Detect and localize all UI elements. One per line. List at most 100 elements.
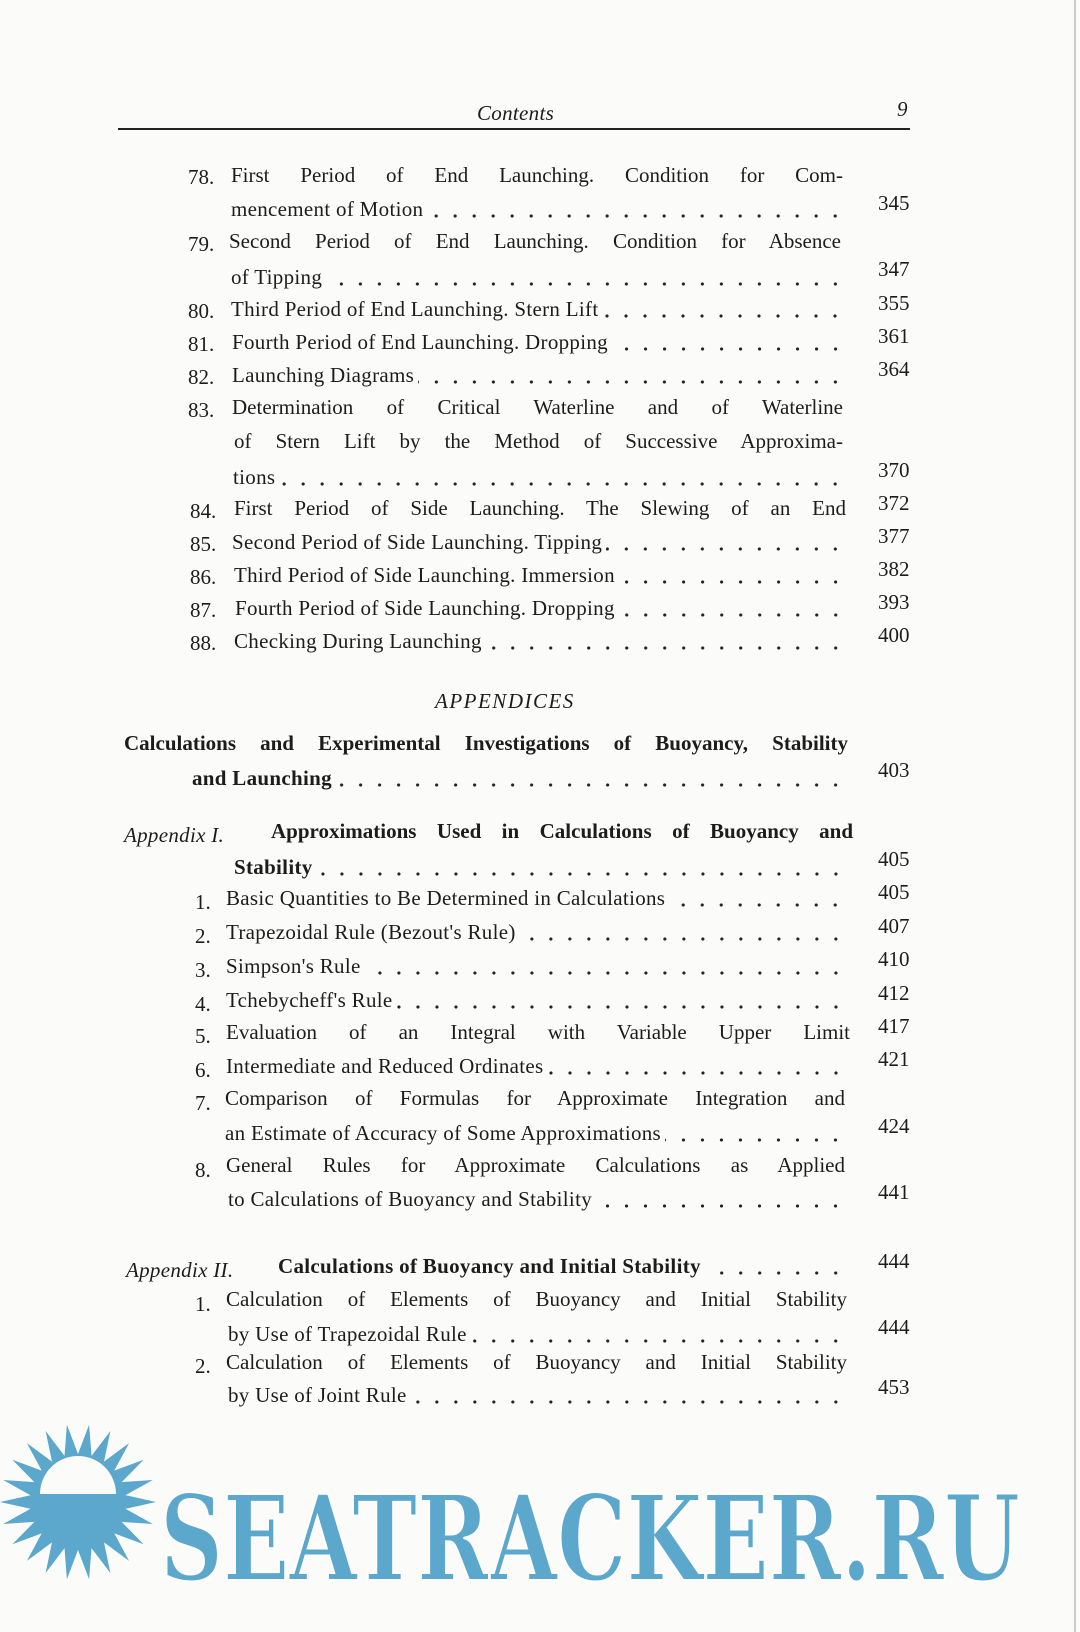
- entry-page: 361: [878, 324, 910, 348]
- entry-line: mencement of Motion: [231, 196, 849, 222]
- dot-leader: [547, 1053, 845, 1079]
- item-number: 5.: [195, 1024, 211, 1048]
- entry-text: Intermediate and Reduced Ordinates: [226, 1054, 544, 1078]
- entry-line: Third Period of End Launching. Stern Lif…: [231, 296, 849, 322]
- entry-page: 441: [878, 1180, 910, 1204]
- entry-number: 83.: [188, 398, 215, 422]
- entry-line: Fourth Period of Side Launching. Droppin…: [235, 595, 849, 621]
- entry-page: 410: [878, 947, 910, 971]
- item-number: 7.: [195, 1091, 211, 1115]
- entry-text: Tchebycheff's Rule: [226, 988, 393, 1012]
- entry-line: General Rules for Approximate Calculatio…: [226, 1153, 845, 1177]
- entry-text: mencement of Motion: [231, 197, 424, 221]
- entry-page: 453: [878, 1375, 910, 1399]
- entry-page: 424: [878, 1114, 910, 1138]
- entry-number: 86.: [190, 565, 217, 589]
- entry-text: Stability: [234, 855, 313, 879]
- dot-leader: [665, 1120, 845, 1146]
- entry-line: by Use of Trapezoidal Rule: [228, 1321, 849, 1347]
- entry-text: Second Period of Side Launching. Tipping: [232, 530, 603, 554]
- dot-leader: [485, 628, 845, 654]
- entry-page: 405: [878, 880, 910, 904]
- entry-page: 421: [878, 1047, 910, 1071]
- item-number: 1.: [195, 890, 211, 914]
- dot-leader: [418, 362, 845, 388]
- sun-icon: [0, 1424, 156, 1580]
- entry-page: 377: [878, 524, 910, 548]
- entry-text: by Use of Joint Rule: [228, 1383, 407, 1407]
- entry-page: 382: [878, 557, 910, 581]
- entry-text: Fourth Period of End Launching. Dropping: [232, 330, 608, 354]
- item-number: 4.: [195, 992, 211, 1016]
- entry-line: Evaluation of an Integral with Variable …: [226, 1020, 850, 1044]
- entry-page: 347: [878, 257, 910, 281]
- item-number: 2.: [195, 1354, 211, 1378]
- entry-line: First Period of Side Launching. The Slew…: [234, 496, 846, 520]
- watermark-text: SEATRACKER.RU: [160, 1469, 1020, 1608]
- entry-number: 80.: [188, 299, 215, 323]
- entry-page: 372: [878, 491, 910, 515]
- dot-leader: [611, 329, 845, 355]
- appendix-title-line: Stability: [234, 854, 849, 880]
- appendices-heading: APPENDICES: [435, 689, 575, 713]
- entry-page: 393: [878, 590, 910, 614]
- entry-text: Basic Quantities to Be Determined in Cal…: [226, 886, 666, 910]
- running-header-title: Contents: [477, 101, 555, 125]
- page-edge: [1074, 0, 1076, 1632]
- entry-line: of Stern Lift by the Method of Successiv…: [234, 429, 843, 453]
- entry-text: Third Period of End Launching. Stern Lif…: [231, 297, 599, 321]
- entry-page: 417: [878, 1014, 910, 1038]
- appendix-label: Appendix II.: [126, 1258, 234, 1282]
- entry-number: 85.: [190, 532, 217, 556]
- entry-line: Basic Quantities to Be Determined in Cal…: [226, 885, 849, 911]
- entry-line: First Period of End Launching. Condition…: [231, 163, 843, 187]
- entry-page: 355: [878, 291, 910, 315]
- dot-leader: [669, 885, 845, 911]
- dot-leader: [596, 1186, 845, 1212]
- header-rule: [118, 128, 910, 130]
- dot-leader: [519, 919, 845, 945]
- entry-page: 364: [878, 357, 910, 381]
- entry-number: 88.: [190, 631, 217, 655]
- entry-page: 370: [878, 458, 910, 482]
- entry-number: 87.: [190, 598, 217, 622]
- entry-text: Simpson's Rule: [226, 954, 361, 978]
- entry-line: of Tipping: [231, 264, 849, 290]
- entry-line: Tchebycheff's Rule: [226, 987, 849, 1013]
- entry-line: Determination of Critical Waterline and …: [232, 395, 843, 419]
- entry-text: by Use of Trapezoidal Rule: [228, 1322, 467, 1346]
- entry-line: Calculation of Elements of Buoyancy and …: [226, 1350, 847, 1374]
- entry-number: 79.: [188, 232, 215, 256]
- dot-leader: [335, 765, 845, 791]
- item-number: 8.: [195, 1158, 211, 1182]
- entry-line: Second Period of End Launching. Conditio…: [229, 229, 841, 253]
- entry-line: Checking During Launching: [234, 628, 849, 654]
- entry-text: to Calculations of Buoyancy and Stabilit…: [228, 1187, 592, 1211]
- entry-text: tions: [233, 465, 276, 489]
- dot-leader: [316, 854, 845, 880]
- entry-line: Launching Diagrams: [232, 362, 849, 388]
- entry-page: 444: [878, 1249, 910, 1273]
- dot-leader: [396, 987, 845, 1013]
- entry-line: tions: [233, 464, 849, 490]
- entry-line: Third Period of Side Launching. Immersio…: [234, 562, 849, 588]
- entry-text: an Estimate of Accuracy of Some Approxim…: [225, 1121, 662, 1145]
- entry-page: 400: [878, 623, 910, 647]
- item-number: 3.: [195, 958, 211, 982]
- dot-leader: [618, 562, 845, 588]
- entry-line: Simpson's Rule: [226, 953, 849, 979]
- entry-text: of Tipping: [231, 265, 323, 289]
- dot-leader: [364, 953, 845, 979]
- seatracker-watermark-logo: SEATRACKER.RU: [0, 1424, 1021, 1609]
- entry-line: to Calculations of Buoyancy and Stabilit…: [228, 1186, 849, 1212]
- entry-line: Trapezoidal Rule (Bezout's Rule): [226, 919, 849, 945]
- entry-text: Calculations of Buoyancy and Initial Sta…: [278, 1254, 701, 1278]
- entry-line: by Use of Joint Rule: [228, 1382, 849, 1408]
- dot-leader: [704, 1253, 845, 1279]
- entry-text: Trapezoidal Rule (Bezout's Rule): [226, 920, 516, 944]
- entry-page: 407: [878, 914, 910, 938]
- dot-leader: [326, 264, 845, 290]
- appendices-intro-line: Calculations and Experimental Investigat…: [124, 731, 848, 755]
- appendix-title-line: Approximations Used in Calculations of B…: [271, 819, 853, 843]
- dot-leader: [470, 1321, 845, 1347]
